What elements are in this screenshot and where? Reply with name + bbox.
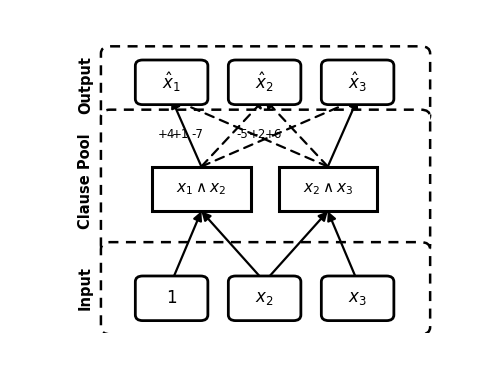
FancyBboxPatch shape bbox=[228, 276, 301, 321]
FancyBboxPatch shape bbox=[101, 110, 430, 252]
FancyBboxPatch shape bbox=[101, 46, 430, 123]
Text: -5: -5 bbox=[237, 128, 248, 141]
FancyBboxPatch shape bbox=[321, 276, 394, 321]
Text: Output: Output bbox=[78, 56, 93, 114]
Text: $x_2$: $x_2$ bbox=[255, 289, 274, 307]
FancyBboxPatch shape bbox=[228, 60, 301, 105]
Text: $x_2 \wedge x_3$: $x_2 \wedge x_3$ bbox=[302, 181, 353, 197]
FancyBboxPatch shape bbox=[278, 166, 377, 211]
Text: -7: -7 bbox=[191, 128, 203, 141]
Text: +1: +1 bbox=[172, 128, 190, 141]
Text: +2: +2 bbox=[249, 128, 266, 141]
FancyBboxPatch shape bbox=[135, 60, 208, 105]
FancyBboxPatch shape bbox=[321, 60, 394, 105]
Text: +6: +6 bbox=[265, 128, 283, 141]
Text: +4: +4 bbox=[157, 128, 175, 141]
Text: $x_3$: $x_3$ bbox=[348, 289, 367, 307]
Text: Input: Input bbox=[78, 266, 93, 310]
Text: $x_1 \wedge x_2$: $x_1 \wedge x_2$ bbox=[176, 181, 227, 197]
Text: $\hat{x}_2$: $\hat{x}_2$ bbox=[255, 71, 274, 94]
FancyBboxPatch shape bbox=[152, 166, 251, 211]
Text: Clause Pool: Clause Pool bbox=[78, 133, 93, 229]
Text: $\hat{x}_3$: $\hat{x}_3$ bbox=[348, 71, 367, 94]
FancyBboxPatch shape bbox=[135, 276, 208, 321]
Text: $1$: $1$ bbox=[166, 289, 177, 307]
Text: $\hat{x}_1$: $\hat{x}_1$ bbox=[162, 71, 181, 94]
FancyBboxPatch shape bbox=[101, 242, 430, 334]
